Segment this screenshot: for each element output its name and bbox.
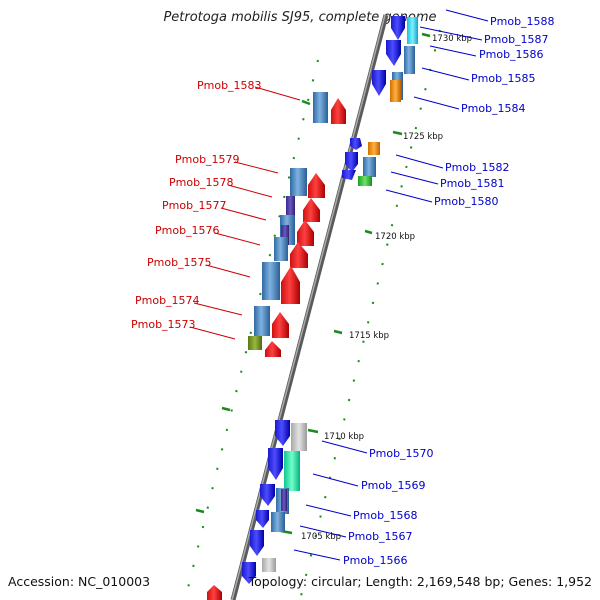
- gene-arrow-pmob-1568[interactable]: [260, 484, 275, 506]
- gene-label-pmob-1574[interactable]: Pmob_1574: [135, 294, 200, 307]
- gene-label-pmob-1587[interactable]: Pmob_1587: [484, 33, 549, 46]
- gene-cog-pmob-1569[interactable]: [284, 451, 300, 491]
- gene-cog-pmob-1568b[interactable]: [281, 489, 287, 511]
- gene-label-pmob-1585[interactable]: Pmob_1585: [471, 72, 536, 85]
- scale-label-1725: 1725 kbp: [403, 132, 443, 142]
- gene-cog-pmob-1577b[interactable]: [281, 225, 289, 245]
- gene-arrow-pmob-1585[interactable]: [372, 70, 386, 96]
- gene-arrow-pmob-1581[interactable]: [345, 152, 358, 172]
- gene-label-pmob-1577[interactable]: Pmob_1577: [162, 199, 227, 212]
- forward-cds-group-bottom: [242, 420, 307, 584]
- gene-cog-pmob-1586[interactable]: [404, 46, 415, 74]
- gene-cog-pmob-1573[interactable]: [248, 336, 262, 350]
- gene-label-pmob-1583[interactable]: Pmob_1583: [197, 79, 262, 92]
- gene-cog-pmob-1566[interactable]: [262, 558, 276, 572]
- topology-text: Topology: circular; Length: 2,169,548 bp…: [248, 574, 592, 589]
- gene-cog-pmob-1581[interactable]: [363, 157, 376, 177]
- gene-label-pmob-1566[interactable]: Pmob_1566: [343, 554, 408, 567]
- gene-label-pmob-1575[interactable]: Pmob_1575: [147, 256, 212, 269]
- gene-arrow-pmob-1583[interactable]: [331, 98, 346, 124]
- gene-label-pmob-1582[interactable]: Pmob_1582: [445, 161, 510, 174]
- genome-backbone: [230, 14, 389, 600]
- gene-arrow-pmob-1573[interactable]: [265, 341, 281, 357]
- gene-cog-pmob-1580[interactable]: [358, 176, 372, 186]
- major-ticks: [195, 32, 431, 535]
- gene-arrow-pmob-1579[interactable]: [308, 173, 325, 198]
- gene-arrow-pmob-1578[interactable]: [303, 198, 320, 222]
- gene-cog-pmob-1576[interactable]: [274, 237, 288, 261]
- gene-arrow-pmob-1575[interactable]: [281, 266, 300, 304]
- scale-label-1705: 1705 kbp: [301, 532, 341, 542]
- gene-cog-pmob-1583[interactable]: [313, 92, 328, 123]
- gene-cog-pmob-1575[interactable]: [262, 262, 280, 300]
- gene-arrow-bottom-partial[interactable]: [207, 585, 222, 600]
- gene-arrow-pmob-1567[interactable]: [256, 510, 269, 528]
- gene-cog-pmob-1574[interactable]: [254, 306, 270, 336]
- gene-cog-pmob-1578[interactable]: [286, 196, 295, 222]
- map-title: Petrotoga mobilis SJ95, complete genome: [163, 10, 437, 25]
- gene-arrow-pmob-1570[interactable]: [275, 420, 290, 446]
- gene-cog-pmob-1567[interactable]: [271, 512, 285, 532]
- gene-label-pmob-1581[interactable]: Pmob_1581: [440, 177, 505, 190]
- gene-label-pmob-1567[interactable]: Pmob_1567: [348, 530, 413, 543]
- accession-text: Accession: NC_010003: [8, 574, 151, 589]
- gene-label-pmob-1576[interactable]: Pmob_1576: [155, 224, 220, 237]
- reverse-cds-group: [207, 92, 346, 600]
- gene-cog-pmob-1584[interactable]: [390, 80, 401, 102]
- gene-arrow-pmob-1586[interactable]: [386, 40, 401, 66]
- gene-arrow-pmob-1582[interactable]: [350, 138, 362, 150]
- gene-arrow-bottom-forward[interactable]: [242, 562, 256, 584]
- gene-cog-pmob-1587[interactable]: [407, 17, 418, 44]
- leader-lines-blue: [293, 9, 489, 561]
- gene-label-pmob-1570[interactable]: Pmob_1570: [369, 447, 434, 460]
- gene-label-pmob-1573[interactable]: Pmob_1573: [131, 318, 196, 331]
- gene-cog-pmob-1579[interactable]: [290, 168, 307, 196]
- genome-backbone-highlight: [231, 14, 386, 600]
- gene-arrow-pmob-1576[interactable]: [290, 242, 308, 268]
- gene-label-pmob-1568[interactable]: Pmob_1568: [353, 509, 418, 522]
- gene-label-pmob-1569[interactable]: Pmob_1569: [361, 479, 426, 492]
- gene-arrow-pmob-1588[interactable]: [391, 16, 405, 40]
- gene-cog-pmob-1582[interactable]: [368, 142, 380, 155]
- gene-label-pmob-1578[interactable]: Pmob_1578: [169, 176, 234, 189]
- gene-label-pmob-1588[interactable]: Pmob_1588: [490, 15, 555, 28]
- leader-lines-red: [189, 86, 301, 340]
- gene-arrow-pmob-1577[interactable]: [297, 220, 314, 246]
- gene-arrow-pmob-1569[interactable]: [268, 448, 283, 480]
- scale-label-1710: 1710 kbp: [324, 432, 364, 442]
- scale-label-1715: 1715 kbp: [349, 331, 389, 341]
- gene-label-pmob-1584[interactable]: Pmob_1584: [461, 102, 526, 115]
- gene-label-pmob-1579[interactable]: Pmob_1579: [175, 153, 240, 166]
- gene-cog-pmob-1570[interactable]: [291, 423, 307, 451]
- gene-arrow-pmob-1580[interactable]: [342, 170, 356, 180]
- scale-label-1720: 1720 kbp: [375, 232, 415, 242]
- gene-label-pmob-1580[interactable]: Pmob_1580: [434, 195, 499, 208]
- gene-label-pmob-1586[interactable]: Pmob_1586: [479, 48, 544, 61]
- gene-arrow-pmob-1574[interactable]: [272, 312, 289, 338]
- gene-arrow-pmob-1566[interactable]: [250, 530, 264, 556]
- forward-cds-group-top: [342, 16, 418, 186]
- scale-label-1730: 1730 kbp: [432, 34, 472, 44]
